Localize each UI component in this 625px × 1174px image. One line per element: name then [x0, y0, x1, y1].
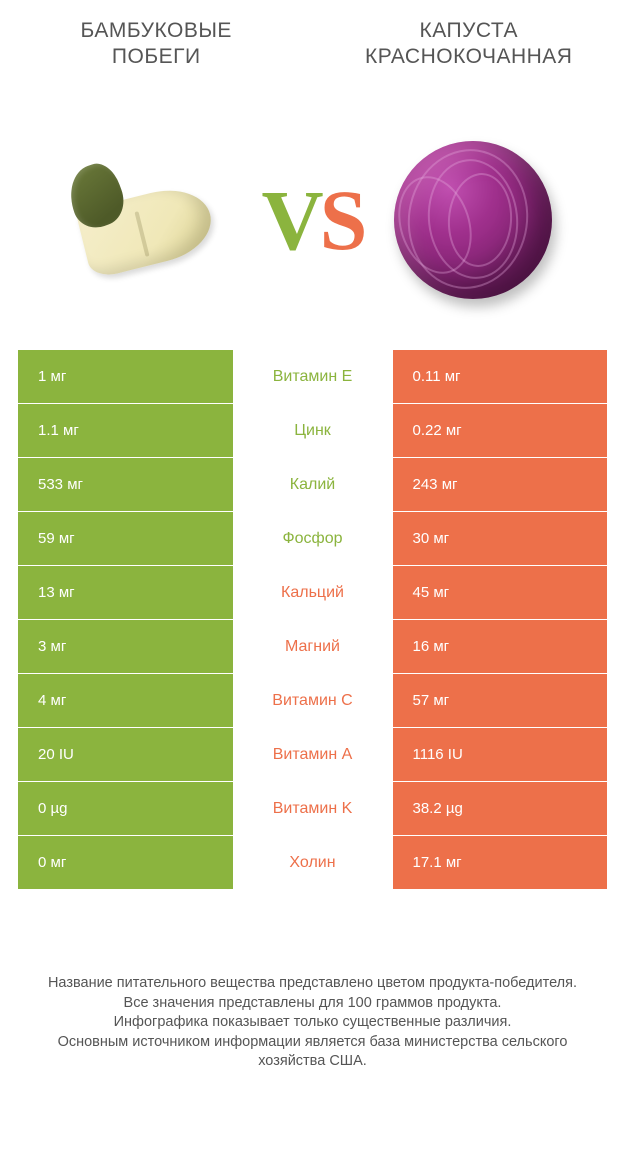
footer: Название питательного вещества представл…	[0, 974, 625, 1072]
vs-v: V	[262, 172, 320, 268]
cabbage-image	[383, 130, 563, 310]
header-right-line2: КРАСНОКОЧАННАЯ	[365, 45, 572, 68]
footer-line3: Инфографика показывает только существенн…	[24, 1013, 601, 1033]
nutrient-label: Цинк	[233, 404, 393, 458]
right-value: 16 мг	[393, 620, 608, 674]
nutrient-label: Фосфор	[233, 512, 393, 566]
header-left: БАМБУКОВЫЕ ПОБЕГИ	[0, 18, 313, 90]
left-value: 4 мг	[18, 674, 233, 728]
table-row: 0 µgВитамин K38.2 µg	[18, 782, 607, 836]
right-value: 0.11 мг	[393, 350, 608, 404]
left-value: 1.1 мг	[18, 404, 233, 458]
nutrient-label: Витамин C	[233, 674, 393, 728]
footer-line1: Название питательного вещества представл…	[24, 974, 601, 994]
table-row: 533 мгКалий243 мг	[18, 458, 607, 512]
header-right-line1: КАПУСТА	[419, 19, 518, 42]
table-row: 1.1 мгЦинк0.22 мг	[18, 404, 607, 458]
left-value: 20 IU	[18, 728, 233, 782]
header-left-line1: БАМБУКОВЫЕ	[81, 19, 232, 42]
table-row: 4 мгВитамин C57 мг	[18, 674, 607, 728]
left-value: 3 мг	[18, 620, 233, 674]
right-value: 38.2 µg	[393, 782, 608, 836]
vs-s: S	[320, 172, 364, 268]
vs-label: VS	[262, 170, 364, 270]
left-value: 0 мг	[18, 836, 233, 890]
left-value: 1 мг	[18, 350, 233, 404]
right-value: 30 мг	[393, 512, 608, 566]
table-row: 1 мгВитамин E0.11 мг	[18, 350, 607, 404]
nutrient-label: Витамин E	[233, 350, 393, 404]
left-value: 533 мг	[18, 458, 233, 512]
footer-line2: Все значения представлены для 100 граммо…	[24, 994, 601, 1014]
left-value: 0 µg	[18, 782, 233, 836]
nutrient-label: Магний	[233, 620, 393, 674]
table-row: 13 мгКальций45 мг	[18, 566, 607, 620]
right-value: 17.1 мг	[393, 836, 608, 890]
table-row: 20 IUВитамин A1116 IU	[18, 728, 607, 782]
nutrient-label: Витамин A	[233, 728, 393, 782]
header-right: КАПУСТА КРАСНОКОЧАННАЯ	[313, 18, 625, 90]
hero: VS	[0, 90, 625, 350]
left-value: 59 мг	[18, 512, 233, 566]
nutrient-label: Кальций	[233, 566, 393, 620]
right-value: 0.22 мг	[393, 404, 608, 458]
nutrient-label: Калий	[233, 458, 393, 512]
bamboo-image	[62, 130, 242, 310]
nutrient-label: Холин	[233, 836, 393, 890]
nutrient-label: Витамин K	[233, 782, 393, 836]
nutrient-table: 1 мгВитамин E0.11 мг1.1 мгЦинк0.22 мг533…	[18, 350, 607, 890]
header: БАМБУКОВЫЕ ПОБЕГИ КАПУСТА КРАСНОКОЧАННАЯ	[0, 0, 625, 90]
left-value: 13 мг	[18, 566, 233, 620]
header-left-line2: ПОБЕГИ	[112, 45, 201, 68]
table-row: 59 мгФосфор30 мг	[18, 512, 607, 566]
table-row: 0 мгХолин17.1 мг	[18, 836, 607, 890]
right-value: 243 мг	[393, 458, 608, 512]
table-row: 3 мгМагний16 мг	[18, 620, 607, 674]
right-value: 45 мг	[393, 566, 608, 620]
footer-line4: Основным источником информации является …	[24, 1033, 601, 1072]
right-value: 57 мг	[393, 674, 608, 728]
right-value: 1116 IU	[393, 728, 608, 782]
